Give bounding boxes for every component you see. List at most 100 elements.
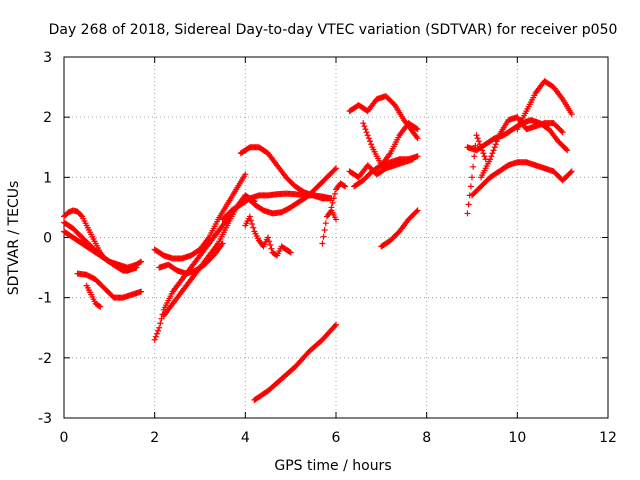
- data-point: [153, 330, 160, 337]
- data-point: [248, 217, 254, 224]
- x-tick-label: 6: [332, 430, 341, 446]
- data-point: [136, 259, 143, 266]
- data-point: [364, 132, 371, 139]
- data-point: [78, 212, 84, 219]
- series-arc-24: [478, 114, 566, 181]
- data-point: [133, 264, 140, 271]
- data-point: [329, 199, 336, 206]
- series-arc-8: [151, 171, 249, 262]
- series-arc-13: [242, 213, 294, 259]
- y-tick-label: 3: [43, 50, 52, 66]
- y-tick-label: -2: [38, 351, 52, 367]
- y-tick-label: 2: [43, 110, 52, 126]
- data-point: [340, 182, 347, 189]
- data-point: [333, 321, 339, 328]
- data-point: [320, 233, 327, 240]
- x-tick-label: 8: [422, 430, 431, 446]
- data-point: [287, 249, 294, 256]
- data-point: [480, 150, 487, 157]
- data-point: [156, 324, 163, 331]
- data-point: [342, 183, 349, 190]
- data-point: [476, 141, 483, 148]
- data-point: [155, 327, 162, 334]
- data-point: [464, 210, 471, 217]
- series-arc-20: [378, 207, 421, 250]
- chart-title: Day 268 of 2018, Sidereal Day-to-day VTE…: [49, 22, 618, 38]
- data-point: [413, 208, 420, 215]
- data-point: [413, 125, 420, 132]
- data-point: [333, 165, 339, 172]
- data-point: [361, 123, 368, 130]
- data-point: [321, 226, 328, 233]
- series-arc-18: [360, 120, 421, 169]
- series-arc-19: [346, 156, 417, 181]
- data-point: [475, 138, 482, 145]
- data-point: [368, 141, 375, 148]
- data-point: [250, 224, 257, 231]
- data-point: [331, 190, 338, 197]
- data-point: [414, 126, 421, 133]
- data-point: [568, 168, 575, 175]
- data-point: [246, 213, 253, 220]
- y-tick-labels: -3 -2 -1 0 1 2 3: [38, 50, 52, 427]
- data-point: [563, 146, 570, 153]
- series-arc-23: [514, 78, 575, 133]
- y-tick-label: 1: [43, 170, 52, 186]
- data-point: [333, 216, 339, 223]
- data-point: [363, 129, 370, 136]
- data-point: [360, 120, 367, 127]
- series-arc-5: [83, 282, 104, 310]
- data-point: [558, 128, 565, 135]
- data-point: [490, 147, 497, 154]
- series-arc-1: [61, 228, 140, 271]
- x-axis-label: GPS time / hours: [274, 458, 391, 474]
- data-point: [319, 240, 326, 247]
- data-point: [152, 333, 159, 340]
- series-arc-25: [464, 132, 489, 217]
- data-point: [472, 142, 479, 149]
- series-arc-26: [328, 180, 349, 211]
- data-point: [568, 111, 575, 118]
- data-point: [330, 195, 337, 202]
- data-point: [266, 238, 273, 245]
- data-point: [473, 132, 480, 139]
- x-tick-label: 4: [241, 430, 250, 446]
- data-point: [474, 135, 481, 142]
- y-tick-label: -3: [38, 411, 52, 427]
- data-point: [286, 248, 293, 255]
- series-arc-3: [61, 219, 140, 274]
- data-point: [249, 220, 256, 227]
- y-tick-label: 0: [43, 231, 52, 247]
- data-point: [331, 322, 338, 329]
- data-point: [157, 320, 164, 327]
- data-point: [322, 220, 329, 227]
- data-point: [410, 156, 417, 163]
- data-point: [267, 242, 274, 249]
- data-point: [331, 166, 338, 173]
- data-point: [567, 169, 574, 176]
- y-tick-label: -1: [38, 291, 52, 307]
- data-point: [491, 144, 498, 151]
- data-point: [471, 153, 478, 160]
- data-point: [414, 207, 421, 214]
- data-point: [478, 144, 485, 151]
- x-tick-label: 10: [508, 430, 526, 446]
- series-arc-15: [251, 321, 339, 403]
- series-arc-4: [74, 270, 145, 301]
- data-point: [242, 171, 249, 178]
- axis-ticks: [63, 56, 609, 419]
- series-arc-7: [160, 192, 258, 319]
- data-point: [138, 258, 145, 265]
- data-point: [489, 150, 496, 157]
- data-point: [365, 135, 372, 142]
- series-arc-17: [346, 93, 421, 142]
- data-point: [97, 303, 104, 310]
- data-point: [469, 174, 475, 181]
- data-point: [268, 245, 275, 252]
- data-point: [479, 147, 486, 154]
- data-point: [559, 129, 566, 136]
- data-point: [138, 288, 145, 295]
- data-point: [158, 315, 165, 322]
- grid: [64, 57, 608, 418]
